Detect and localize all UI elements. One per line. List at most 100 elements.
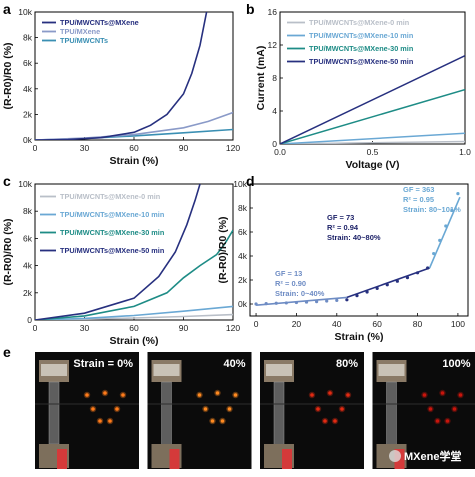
- specimen-strip: [386, 381, 397, 453]
- data-point: [294, 300, 299, 305]
- data-point: [405, 276, 410, 280]
- data-point: [335, 298, 339, 302]
- data-point: [284, 301, 288, 305]
- fit-annotation: Strain: 40~80%: [327, 233, 381, 242]
- series-line: [280, 55, 465, 144]
- led: [203, 407, 208, 411]
- y-tick-label: 10k: [18, 179, 32, 189]
- led: [91, 407, 95, 411]
- y-tick-label: 4k: [23, 84, 33, 94]
- led: [333, 419, 337, 423]
- y-axis-label: (R-R0)/R0 (%): [2, 218, 14, 285]
- x-tick-label: 0: [33, 143, 38, 153]
- x-axis-label: Strain (%): [109, 155, 158, 167]
- y-tick-label: 8k: [238, 203, 248, 213]
- led: [340, 407, 344, 411]
- data-point: [355, 294, 359, 298]
- data-point: [432, 252, 436, 256]
- legend-label: TPU/MWCNTs@MXene-10 min: [60, 210, 164, 219]
- y-axis-label: Current (mA): [255, 46, 267, 111]
- x-tick-label: 0.5: [367, 147, 379, 157]
- y-tick-label: 16: [268, 7, 278, 17]
- legend-label: TPU/MXene: [60, 27, 100, 36]
- data-point: [315, 300, 319, 304]
- x-tick-label: 60: [129, 143, 139, 153]
- y-tick-label: 2k: [23, 109, 33, 119]
- fit-annotation: Strain: 80~101%: [403, 205, 461, 214]
- y-tick-label: 8k: [23, 33, 33, 43]
- watermark-icon: [389, 450, 401, 462]
- led: [197, 393, 202, 397]
- x-tick-label: 0: [33, 323, 38, 333]
- data-point: [415, 271, 420, 275]
- red-wire: [57, 449, 67, 469]
- x-tick-label: 120: [226, 323, 240, 333]
- led: [310, 393, 314, 397]
- x-tick-label: 20: [292, 319, 302, 329]
- panel-letter: a: [3, 1, 11, 17]
- led: [445, 419, 450, 423]
- y-tick-label: 10k: [18, 7, 32, 17]
- y-tick-label: 4k: [23, 261, 33, 271]
- series-line: [280, 140, 465, 144]
- y-tick-label: 6k: [238, 227, 248, 237]
- led: [458, 393, 463, 397]
- led: [108, 419, 112, 423]
- legend-label: TPU/MWCNTs: [60, 36, 108, 45]
- data-point: [444, 224, 448, 228]
- panel-letter: b: [246, 1, 255, 17]
- specimen-strip: [273, 381, 285, 453]
- fit-annotation: GF = 73: [327, 213, 354, 222]
- led: [85, 393, 89, 397]
- panel-e: e Strain = 0% 40% 80% 100% MXene学堂: [3, 344, 475, 469]
- series-line: [35, 305, 233, 320]
- led: [440, 391, 445, 395]
- fit-annotation: R² = 0.90: [275, 279, 306, 288]
- x-tick-label: 90: [179, 143, 189, 153]
- led: [98, 419, 102, 423]
- legend-label: TPU/MWCNTs@MXene-30 min: [309, 44, 413, 53]
- y-tick-label: 0k: [238, 299, 248, 309]
- data-point: [426, 266, 430, 270]
- data-point: [304, 300, 309, 304]
- clamp-plate: [41, 364, 67, 376]
- fit-annotation: GF = 363: [403, 185, 434, 194]
- legend-label: TPU/MWCNTs@MXene-0 min: [309, 18, 409, 27]
- data-point: [385, 283, 389, 287]
- watermark: MXene学堂: [389, 449, 461, 463]
- legend-label: TPU/MWCNTs@MXene-0 min: [60, 192, 160, 201]
- series-line: [280, 132, 465, 144]
- data-point: [375, 286, 379, 290]
- led: [435, 419, 440, 423]
- data-point: [395, 279, 399, 283]
- x-axis-label: Strain (%): [109, 335, 158, 347]
- led: [227, 407, 232, 411]
- specimen-strip: [48, 381, 60, 445]
- data-point: [254, 302, 258, 306]
- x-tick-label: 80: [413, 319, 423, 329]
- data-point: [438, 238, 442, 242]
- data-point: [325, 299, 329, 303]
- y-tick-label: 0: [272, 139, 277, 149]
- photo-label: Strain = 0%: [73, 358, 133, 370]
- photo-1: 40%: [147, 352, 252, 469]
- panel-b: 0.0 0.5 1.0 0 4 8 12 16 Voltage (V) Current (mA) b…: [246, 1, 471, 171]
- x-tick-label: 60: [129, 323, 139, 333]
- x-tick-label: 40: [332, 319, 342, 329]
- x-tick-label: 90: [179, 323, 189, 333]
- panel-c: 0 30 60 90 120 0 2k 4k 6k 8k 10k Strain (%) (R-R0)/R…: [2, 173, 240, 347]
- legend-label: TPU/MWCNTs@MXene-10 min: [309, 31, 413, 40]
- y-tick-label: 8k: [23, 206, 33, 216]
- legend-label: TPU/MWCNTs@MXene: [60, 18, 139, 27]
- y-tick-label: 0k: [23, 135, 33, 145]
- led: [452, 407, 457, 411]
- series-line: [35, 184, 201, 320]
- y-tick-label: 6k: [23, 233, 33, 243]
- clamp-plate: [153, 364, 180, 376]
- led: [428, 407, 433, 411]
- x-axis-label: Strain (%): [334, 331, 383, 343]
- x-tick-label: 30: [80, 323, 90, 333]
- data-point: [345, 298, 349, 302]
- data-point: [456, 192, 460, 196]
